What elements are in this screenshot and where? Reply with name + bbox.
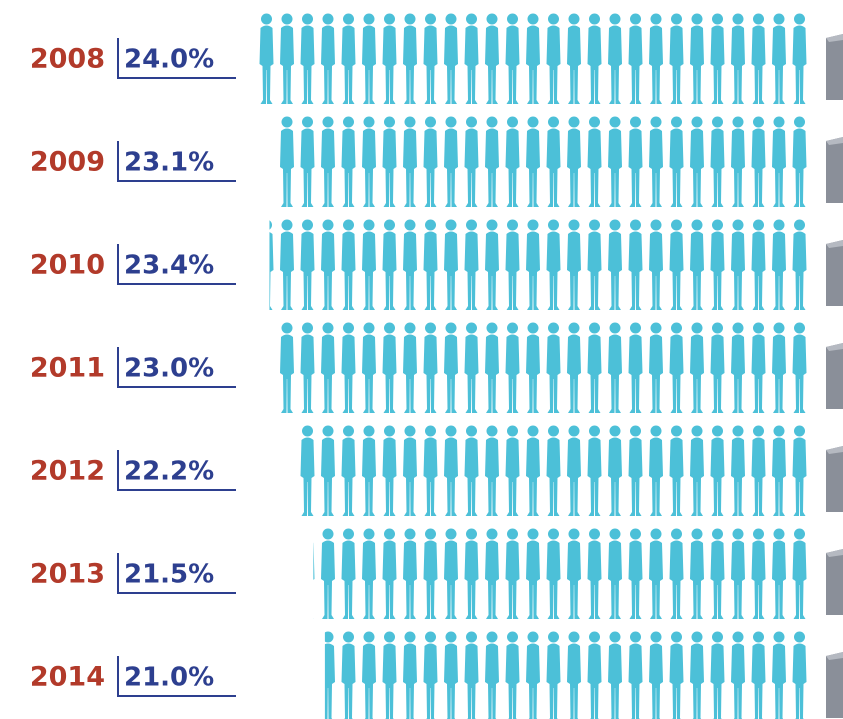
people-row xyxy=(313,527,810,622)
value-label: 21.5% xyxy=(124,560,214,590)
year-label: 2009 xyxy=(30,147,105,178)
ballot-box xyxy=(826,446,843,512)
people-row xyxy=(278,321,810,416)
people-row xyxy=(324,630,810,719)
value-label: 23.4% xyxy=(124,251,214,281)
people-row xyxy=(269,218,811,313)
ballot-box xyxy=(826,34,843,100)
people-row xyxy=(297,424,810,519)
ballot-box xyxy=(826,137,843,203)
value-box xyxy=(117,244,236,285)
year-label: 2011 xyxy=(30,353,105,384)
ballot-box xyxy=(826,240,843,306)
ballot-box-top xyxy=(826,137,843,145)
ballot-box-top xyxy=(826,549,843,557)
ballot-box-top xyxy=(826,446,843,454)
year-label: 2014 xyxy=(30,662,105,693)
year-label: 2013 xyxy=(30,559,105,590)
value-label: 21.0% xyxy=(124,663,214,693)
value-label: 24.0% xyxy=(124,45,214,75)
value-box xyxy=(117,656,236,697)
value-label: 22.2% xyxy=(124,457,214,487)
value-label: 23.0% xyxy=(124,354,214,384)
value-box xyxy=(117,553,236,594)
value-box xyxy=(117,38,236,79)
people-row xyxy=(255,12,811,107)
ballot-box-top xyxy=(826,343,843,351)
ballot-box xyxy=(826,343,843,409)
value-box xyxy=(117,141,236,182)
ballot-box xyxy=(826,549,843,615)
ballot-box-top xyxy=(826,240,843,248)
value-box xyxy=(117,347,236,388)
ballot-box-top xyxy=(826,652,843,660)
value-box xyxy=(117,450,236,491)
year-label: 2010 xyxy=(30,250,105,281)
year-label: 2008 xyxy=(30,44,105,75)
people-row xyxy=(276,115,810,210)
year-label: 2012 xyxy=(30,456,105,487)
value-label: 23.1% xyxy=(124,148,214,178)
ballot-box xyxy=(826,652,843,718)
ballot-box-top xyxy=(826,34,843,42)
